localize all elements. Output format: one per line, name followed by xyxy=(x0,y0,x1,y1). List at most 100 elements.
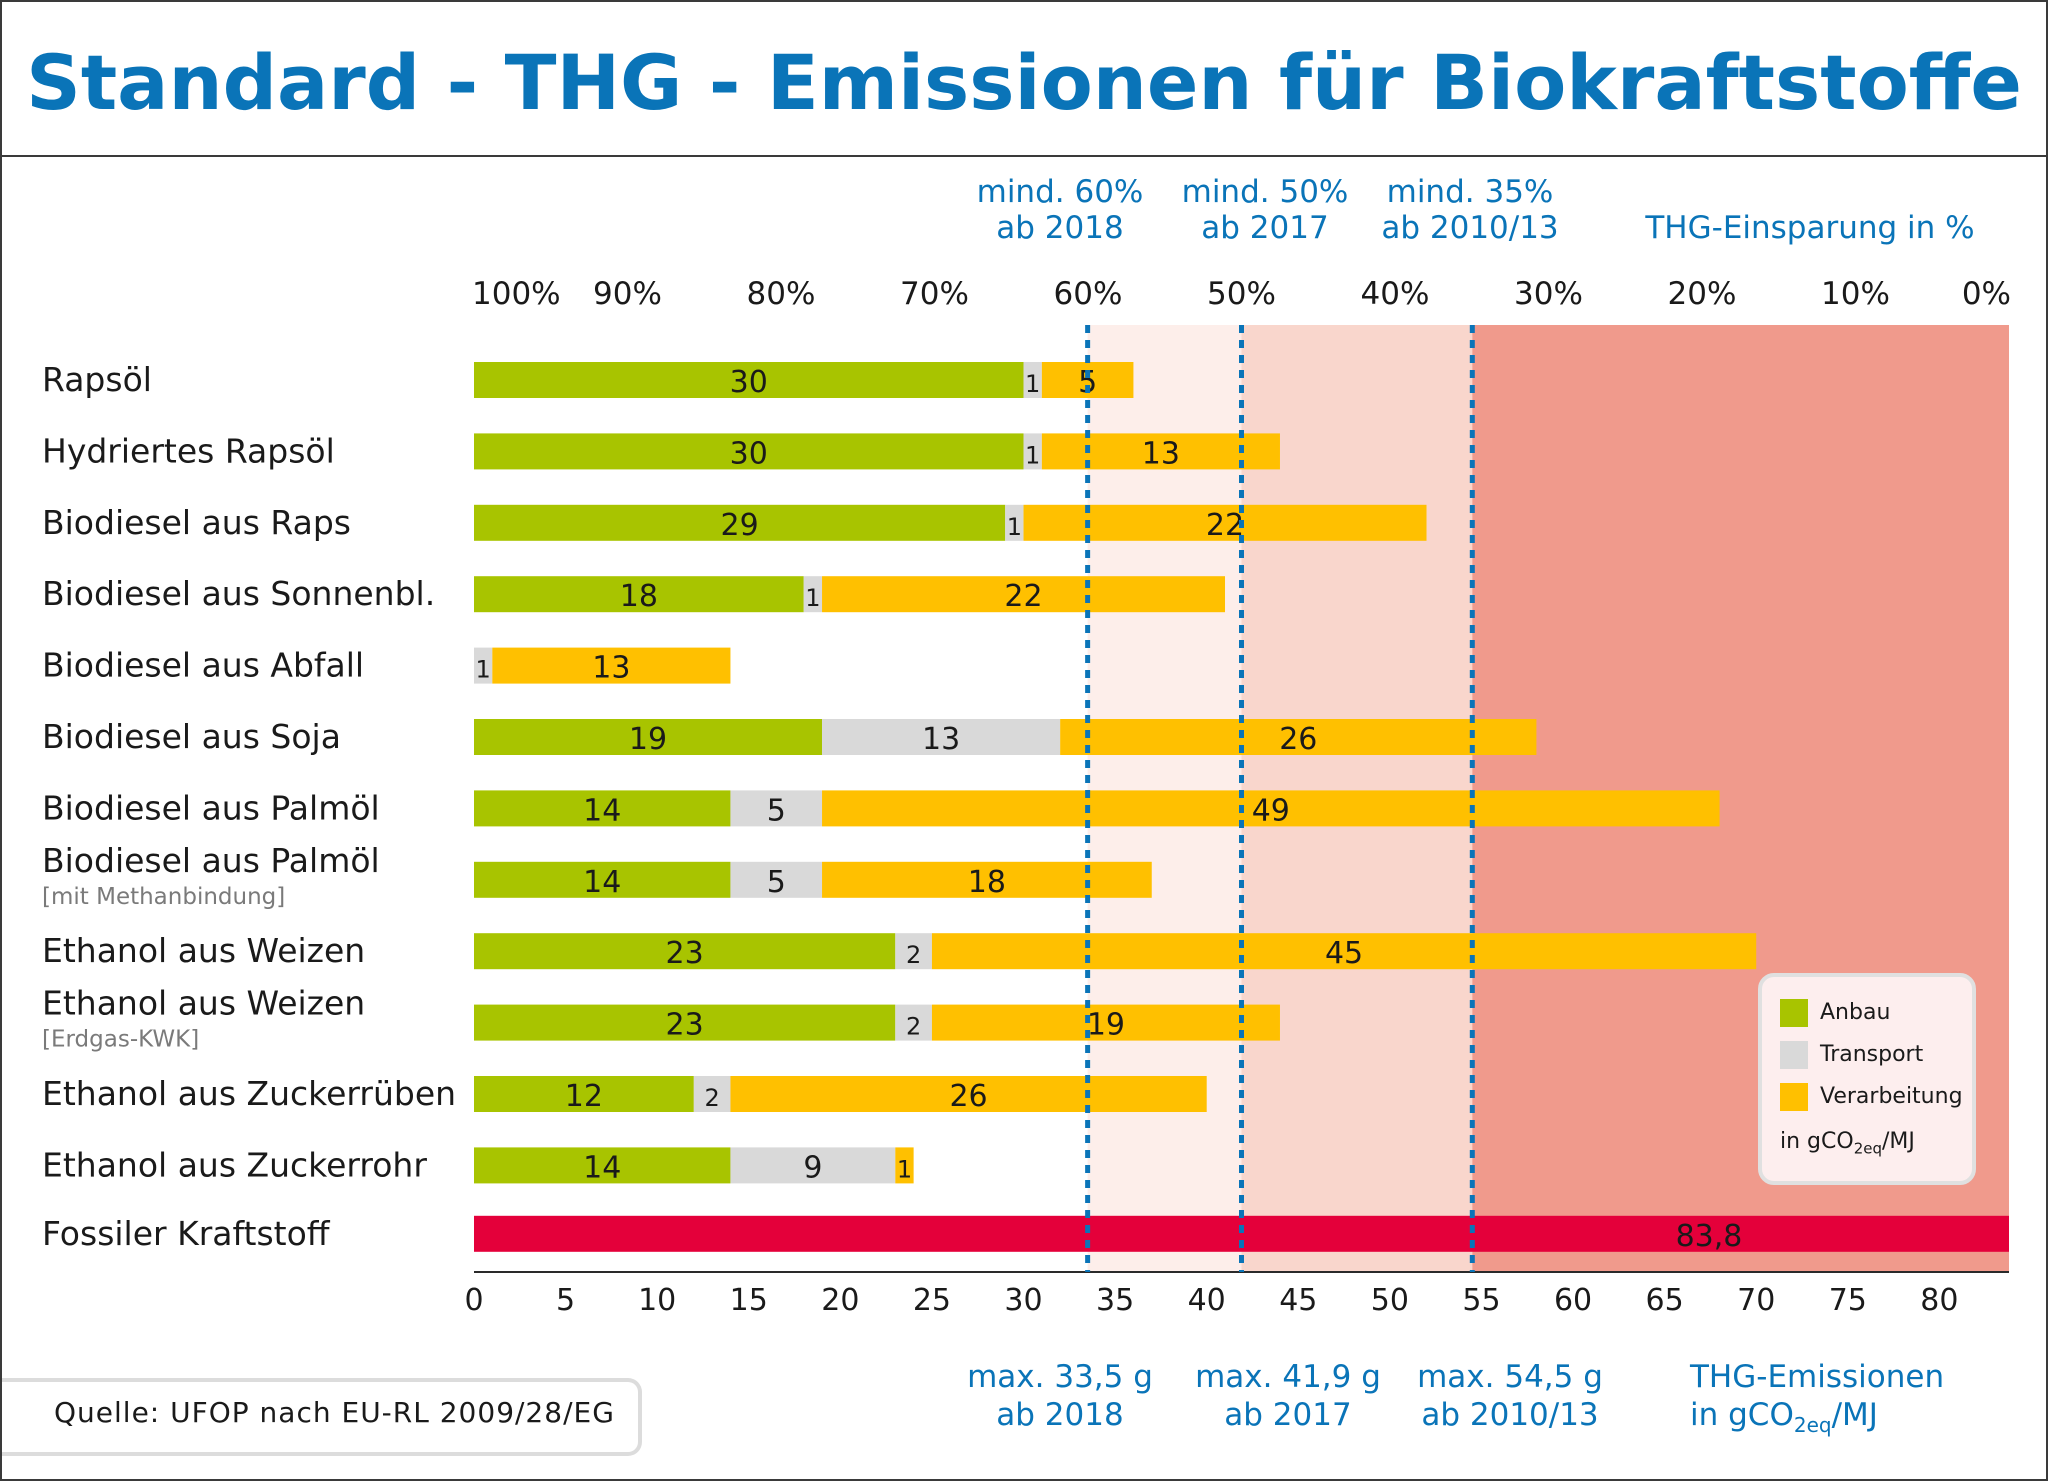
bottom-note-54-5: max. 54,5 g ab 2010/13 xyxy=(1400,1358,1620,1434)
top-tick-label-10: 0% xyxy=(1962,276,2011,312)
bar-label-6-transport: 5 xyxy=(767,793,786,828)
category-label-9: Ethanol aus Weizen xyxy=(42,984,365,1023)
category-label-1: Hydriertes Rapsöl xyxy=(42,431,335,470)
x-tick-label-75: 75 xyxy=(1829,1283,1867,1318)
bar-label-3-transport: 1 xyxy=(805,584,820,612)
bar-9-transport xyxy=(895,1004,932,1041)
bar-6-transport xyxy=(730,790,823,827)
bar-label-9-verarbeitung: 19 xyxy=(1087,1008,1125,1043)
bar-label-7-verarbeitung: 18 xyxy=(968,865,1006,900)
top-tick-label-8: 20% xyxy=(1668,276,1737,312)
bar-label-8-anbau: 23 xyxy=(666,936,704,971)
bar-4-verarbeitung xyxy=(492,647,731,684)
legend: Anbau Transport Verarbeitung in gCO2eq/M… xyxy=(1758,973,1976,1185)
bar-label-fossil: 83,8 xyxy=(1676,1219,1743,1254)
bar-8-transport xyxy=(895,933,932,970)
x-tick-label-10: 10 xyxy=(638,1283,676,1318)
top-note-35: mind. 35% ab 2010/13 xyxy=(1360,174,1580,246)
bar-label-9-transport: 2 xyxy=(906,1013,921,1041)
top-tick-label-0: 100% xyxy=(472,276,561,312)
top-note-35-line2: ab 2010/13 xyxy=(1381,210,1559,246)
top-tick-label-4: 60% xyxy=(1054,276,1123,312)
bar-label-9-anbau: 23 xyxy=(666,1008,704,1043)
bar-0-anbau xyxy=(474,362,1024,398)
bar-2-verarbeitung xyxy=(1023,504,1427,541)
category-label-10: Ethanol aus Zuckerrüben xyxy=(42,1074,456,1113)
legend-swatch-transport xyxy=(1780,1041,1808,1069)
top-note-60: mind. 60% ab 2018 xyxy=(960,174,1160,246)
x-tick-label-35: 35 xyxy=(1096,1283,1134,1318)
top-note-60-line2: ab 2018 xyxy=(996,210,1124,246)
bar-9-verarbeitung xyxy=(931,1004,1280,1041)
legend-swatch-verarbeitung xyxy=(1780,1083,1808,1111)
category-sublabel-7: [mit Methanbindung] xyxy=(42,884,285,910)
bar-label-4-verarbeitung: 13 xyxy=(592,651,630,686)
bottom-axis-unit-sub: 2eq xyxy=(1793,1413,1832,1438)
legend-unit-suffix: /MJ xyxy=(1882,1129,1915,1154)
source-text: Quelle: UFOP nach EU-RL 2009/28/EG xyxy=(54,1396,615,1429)
bar-7-transport xyxy=(730,861,823,898)
bar-label-3-anbau: 18 xyxy=(620,579,658,614)
bar-label-5-transport: 13 xyxy=(922,722,960,757)
bottom-axis-title: THG-Emissionen in gCO2eq/MJ xyxy=(1690,1358,1980,1444)
category-label-0: Rapsöl xyxy=(42,360,152,399)
bar-3-anbau xyxy=(474,576,804,613)
top-tick-label-3: 70% xyxy=(900,276,969,312)
x-tick-label-55: 55 xyxy=(1462,1283,1500,1318)
bar-11-verarbeitung xyxy=(895,1147,914,1184)
top-tick-label-2: 80% xyxy=(747,276,816,312)
x-tick-label-80: 80 xyxy=(1920,1283,1958,1318)
bar-10-anbau xyxy=(474,1076,694,1112)
bar-label-5-anbau: 19 xyxy=(629,722,667,757)
x-tick-label-5: 5 xyxy=(556,1283,575,1318)
source-box: Quelle: UFOP nach EU-RL 2009/28/EG xyxy=(2,1378,642,1456)
bar-8-verarbeitung xyxy=(931,933,1757,970)
top-tick-label-1: 90% xyxy=(593,276,662,312)
bar-11-anbau xyxy=(474,1147,731,1184)
bottom-note-33-5-line2: ab 2018 xyxy=(996,1397,1124,1433)
bar-label-10-anbau: 12 xyxy=(565,1079,603,1114)
bar-10-verarbeitung xyxy=(730,1076,1207,1112)
bottom-axis-title-line1: THG-Emissionen xyxy=(1690,1359,1945,1395)
bar-5-transport xyxy=(822,719,1061,755)
bar-2-transport xyxy=(1005,504,1024,541)
bar-label-1-verarbeitung: 13 xyxy=(1142,436,1180,471)
top-note-50: mind. 50% ab 2017 xyxy=(1165,174,1365,246)
chart-title: Standard - THG - Emissionen für Biokraft… xyxy=(26,38,2022,127)
bottom-note-54-5-line2: ab 2010/13 xyxy=(1421,1397,1599,1433)
x-tick-label-30: 30 xyxy=(1004,1283,1042,1318)
bottom-axis-unit-suffix: /MJ xyxy=(1831,1397,1878,1433)
x-tick-label-50: 50 xyxy=(1371,1283,1409,1318)
bar-label-5-verarbeitung: 26 xyxy=(1279,722,1317,757)
bar-6-anbau xyxy=(474,790,731,827)
category-label-11: Ethanol aus Zuckerrohr xyxy=(42,1145,427,1184)
bar-1-transport xyxy=(1023,433,1042,470)
legend-swatch-anbau xyxy=(1780,999,1808,1027)
category-label-6: Biodiesel aus Palmöl xyxy=(42,788,380,827)
bar-label-1-anbau: 30 xyxy=(730,436,768,471)
top-axis-title: THG-Einsparung in % xyxy=(1645,210,1975,246)
bottom-note-33-5: max. 33,5 g ab 2018 xyxy=(955,1358,1165,1434)
bar-6-verarbeitung xyxy=(822,790,1720,827)
bar-label-11-transport: 9 xyxy=(803,1150,822,1185)
bar-label-10-transport: 2 xyxy=(704,1084,719,1112)
bar-label-0-anbau: 30 xyxy=(730,365,768,400)
bar-label-0-verarbeitung: 5 xyxy=(1078,365,1097,400)
bar-0-transport xyxy=(1023,362,1042,398)
bar-1-anbau xyxy=(474,433,1024,470)
bar-label-11-anbau: 14 xyxy=(583,1150,621,1185)
bar-label-7-transport: 5 xyxy=(767,865,786,900)
bar-label-3-verarbeitung: 22 xyxy=(1004,579,1042,614)
x-tick-label-25: 25 xyxy=(913,1283,951,1318)
title-divider xyxy=(0,155,2048,157)
category-label-4: Biodiesel aus Abfall xyxy=(42,646,364,685)
bar-label-0-transport: 1 xyxy=(1025,370,1040,398)
x-tick-label-45: 45 xyxy=(1279,1283,1317,1318)
legend-unit: in gCO2eq/MJ xyxy=(1780,1129,1915,1157)
legend-label-verarbeitung: Verarbeitung xyxy=(1820,1084,1963,1109)
bar-2-anbau xyxy=(474,504,1006,541)
bar-label-2-anbau: 29 xyxy=(721,508,759,543)
bar-5-anbau xyxy=(474,719,823,755)
category-label-3: Biodiesel aus Sonnenbl. xyxy=(42,574,435,613)
